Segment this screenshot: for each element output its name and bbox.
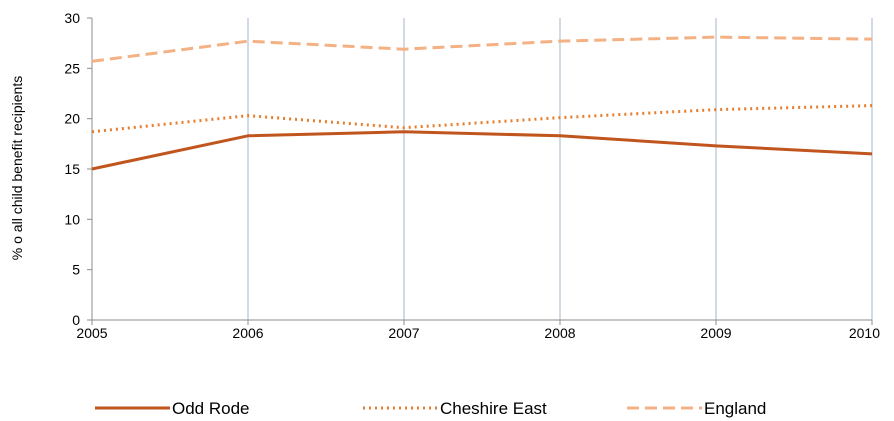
legend-item-odd-rode: Odd Rode — [95, 399, 250, 418]
legend-label: Odd Rode — [172, 399, 250, 418]
series-lines — [91, 35, 873, 171]
y-tick-label: 0 — [72, 312, 80, 328]
x-tick-label: 2006 — [232, 325, 263, 341]
y-tick-label: 20 — [64, 111, 80, 127]
x-tick-label: 2010 — [849, 325, 880, 341]
y-tick-label: 10 — [64, 211, 80, 227]
series-line-cheshire-east — [91, 104, 873, 134]
x-tick-labels: 2005 2006 2007 2008 2009 2010 — [76, 320, 880, 341]
y-tick-label: 25 — [64, 60, 80, 76]
y-axis-label: % o all child benefit recipients — [9, 76, 25, 260]
legend-item-england: England — [627, 399, 766, 418]
x-tick-label: 2009 — [700, 325, 731, 341]
x-tick-label: 2008 — [544, 325, 575, 341]
axes — [91, 18, 872, 321]
legend-label: England — [704, 399, 766, 418]
series-line-england — [91, 35, 873, 63]
x-tick-label: 2005 — [76, 325, 107, 341]
y-tick-label: 30 — [64, 10, 80, 26]
x-tick-label: 2007 — [388, 325, 419, 341]
gridlines — [247, 18, 873, 320]
y-tick-label: 15 — [64, 161, 80, 177]
legend: Odd Rode Cheshire East England — [95, 399, 766, 418]
legend-item-cheshire-east: Cheshire East — [363, 399, 547, 418]
series-line-odd-rode — [91, 130, 873, 171]
legend-label: Cheshire East — [440, 399, 547, 418]
y-tick-label: 5 — [72, 262, 80, 278]
y-tick-labels: 0 5 10 15 20 25 30 — [64, 10, 92, 328]
